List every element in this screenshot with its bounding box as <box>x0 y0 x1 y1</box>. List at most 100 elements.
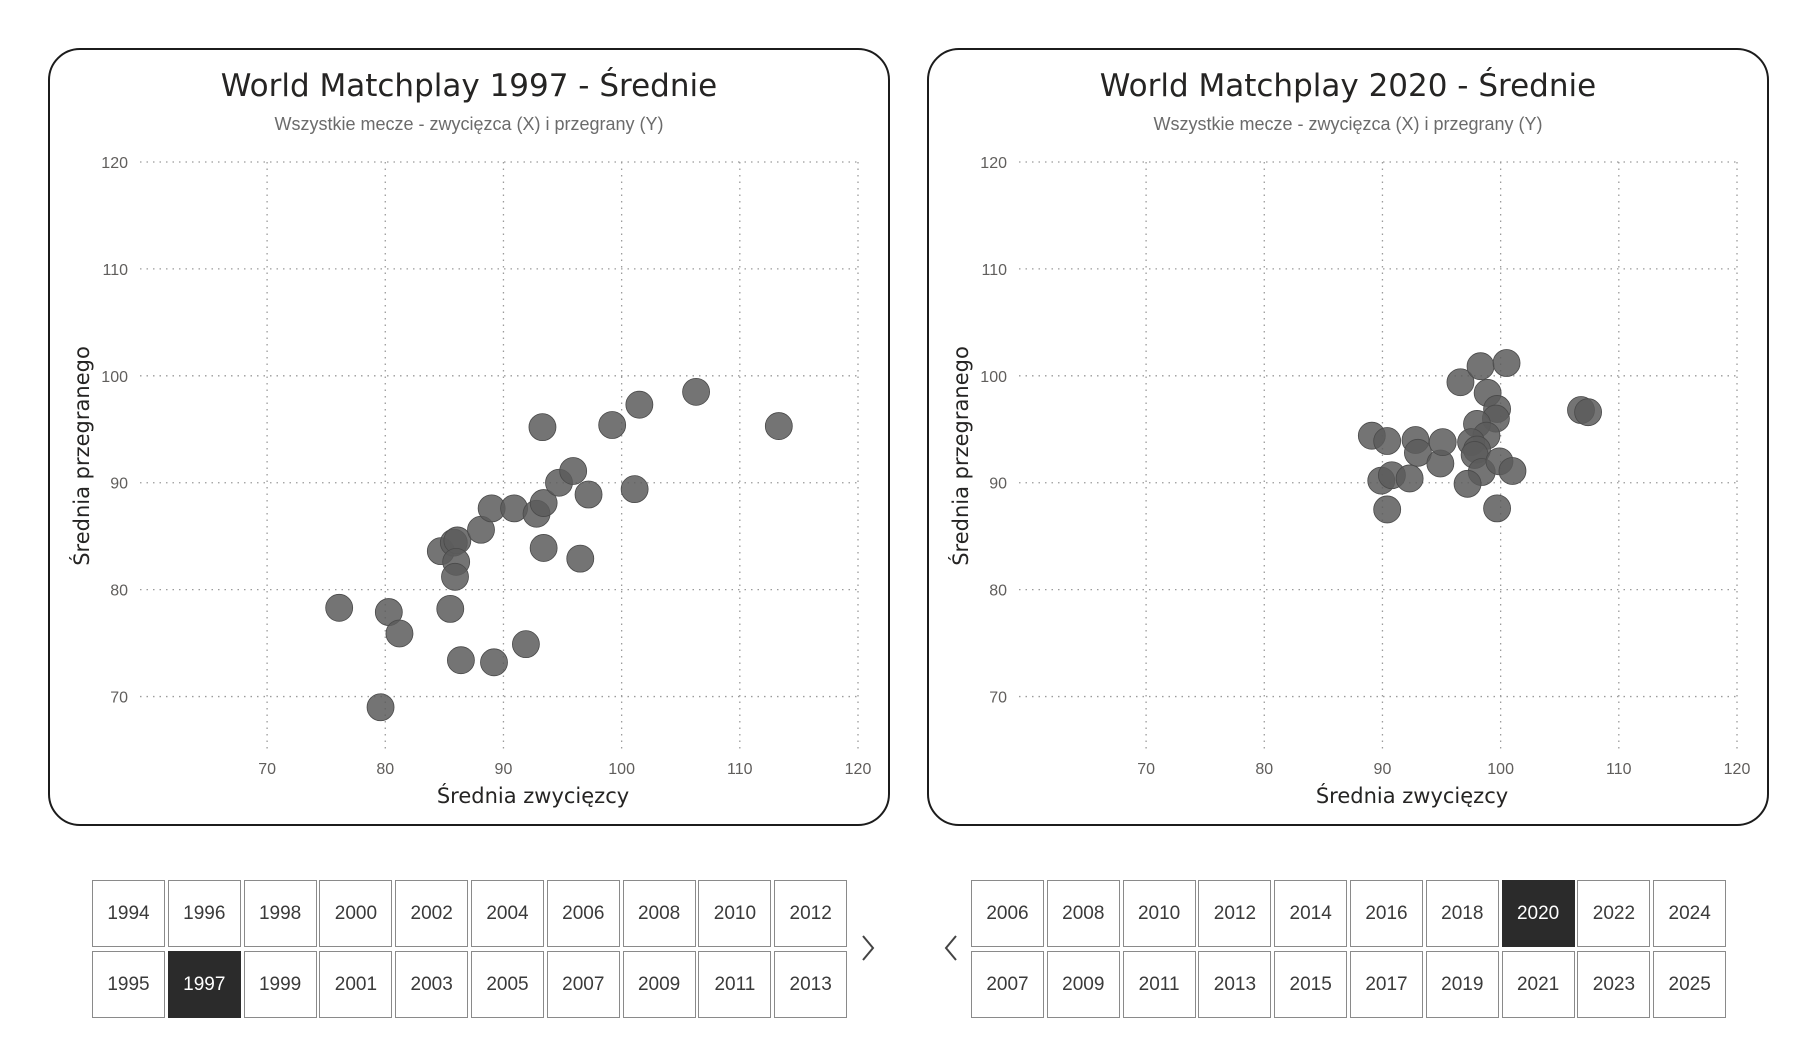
x-tick-label: 110 <box>727 761 753 778</box>
scatter-point[interactable] <box>1453 469 1482 498</box>
scatter-point[interactable] <box>1498 457 1527 485</box>
scatter-point[interactable] <box>1446 368 1475 397</box>
scatter-point[interactable] <box>529 534 558 562</box>
scatter-point[interactable] <box>529 489 558 517</box>
year-button-2019[interactable]: 2019 <box>1425 951 1499 1018</box>
scatter-point[interactable] <box>598 411 627 439</box>
scatter-point[interactable] <box>1404 438 1432 467</box>
year-button-2007[interactable]: 2007 <box>546 951 620 1018</box>
chevron-right-icon[interactable] <box>856 928 880 968</box>
scatter-point[interactable] <box>1395 464 1424 493</box>
scatter-point[interactable] <box>1466 352 1495 381</box>
scatter-point[interactable] <box>441 562 469 591</box>
scatter-point[interactable] <box>620 475 649 504</box>
scatter-point[interactable] <box>566 544 595 573</box>
scatter-point[interactable] <box>1574 398 1602 427</box>
y-tick-label: 110 <box>102 262 128 279</box>
scatter-point[interactable] <box>1373 427 1402 455</box>
scatter-point[interactable] <box>447 646 475 675</box>
scatter-point[interactable] <box>1373 495 1402 524</box>
year-button-2004[interactable]: 2004 <box>471 880 544 947</box>
y-tick-label: 120 <box>101 155 128 172</box>
scatter-plot-1997[interactable]: 70 80 90 100 110 120 70 80 90 100 110 120 Średnia zw… <box>50 50 888 824</box>
y-axis-title: Średnia przegranego <box>69 346 94 566</box>
y-tick-label: 100 <box>980 369 1007 386</box>
scatter-point[interactable] <box>574 480 603 509</box>
scatter-point[interactable] <box>682 377 710 406</box>
year-button-2012[interactable]: 2012 <box>774 880 848 947</box>
y-tick-label: 70 <box>110 690 128 707</box>
scatter-plot-2020[interactable]: 70 80 90 100 110 120 70 80 90 100 110 120 Średnia zw… <box>929 50 1767 824</box>
year-button-2006[interactable]: 2006 <box>971 880 1044 947</box>
year-button-2025[interactable]: 2025 <box>1653 951 1727 1018</box>
y-tick-label: 90 <box>989 476 1007 493</box>
y-tick-label: 80 <box>110 583 128 600</box>
year-button-2008[interactable]: 2008 <box>1046 880 1120 947</box>
x-tick-label: 100 <box>608 761 635 778</box>
x-tick-label: 120 <box>1724 761 1751 778</box>
y-tick-label: 80 <box>989 583 1007 600</box>
scatter-chart-card-2020: World Matchplay 2020 - Średnie Wszystkie… <box>927 48 1769 826</box>
year-button-2017[interactable]: 2017 <box>1350 951 1423 1018</box>
x-tick-label: 80 <box>1255 761 1273 778</box>
year-button-2012[interactable]: 2012 <box>1198 880 1272 947</box>
year-button-2014[interactable]: 2014 <box>1274 880 1348 947</box>
y-tick-label: 100 <box>101 369 128 386</box>
scatter-point[interactable] <box>1492 349 1521 377</box>
chart-subtitle: Wszystkie mecze - zwycięzca (X) i przegr… <box>274 114 664 134</box>
year-button-2016[interactable]: 2016 <box>1350 880 1423 947</box>
scatter-point[interactable] <box>1483 494 1511 523</box>
year-button-1999[interactable]: 1999 <box>243 951 317 1018</box>
scatter-point[interactable] <box>1428 428 1457 457</box>
x-tick-label: 90 <box>495 761 513 778</box>
scatter-point[interactable] <box>625 390 654 419</box>
scatter-point[interactable] <box>385 619 414 648</box>
year-button-2021[interactable]: 2021 <box>1501 951 1575 1018</box>
x-axis-title: Średnia zwycięzcy <box>1316 783 1508 808</box>
year-button-2002[interactable]: 2002 <box>395 880 469 947</box>
year-button-1996[interactable]: 1996 <box>167 880 241 947</box>
year-button-2000[interactable]: 2000 <box>319 880 393 947</box>
chevron-left-icon[interactable] <box>939 928 963 968</box>
year-button-2011[interactable]: 2011 <box>1122 951 1196 1018</box>
y-tick-label: 120 <box>980 155 1007 172</box>
year-button-2007[interactable]: 2007 <box>971 951 1044 1018</box>
year-button-2009[interactable]: 2009 <box>622 951 696 1018</box>
scatter-point[interactable] <box>436 594 465 623</box>
year-button-2018[interactable]: 2018 <box>1425 880 1499 947</box>
year-button-2024[interactable]: 2024 <box>1653 880 1727 947</box>
year-button-2022[interactable]: 2022 <box>1577 880 1651 947</box>
year-button-2005[interactable]: 2005 <box>471 951 544 1018</box>
year-button-2015[interactable]: 2015 <box>1274 951 1348 1018</box>
year-button-2001[interactable]: 2001 <box>319 951 393 1018</box>
year-button-2020[interactable]: 2020 <box>1501 880 1575 947</box>
scatter-point[interactable] <box>559 457 588 485</box>
scatter-point[interactable] <box>366 693 395 722</box>
x-tick-label: 100 <box>1487 761 1514 778</box>
year-button-2011[interactable]: 2011 <box>698 951 772 1018</box>
y-tick-label: 90 <box>110 476 128 493</box>
year-button-2006[interactable]: 2006 <box>546 880 620 947</box>
year-button-2013[interactable]: 2013 <box>1198 951 1272 1018</box>
year-button-1998[interactable]: 1998 <box>243 880 317 947</box>
chart-title: World Matchplay 2020 - Średnie <box>1099 68 1597 104</box>
scatter-point[interactable] <box>512 630 540 659</box>
scatter-point[interactable] <box>325 593 354 622</box>
scatter-point[interactable] <box>764 412 793 440</box>
year-button-2023[interactable]: 2023 <box>1577 951 1651 1018</box>
x-tick-label: 90 <box>1374 761 1392 778</box>
year-button-1994[interactable]: 1994 <box>92 880 165 947</box>
x-axis-title: Średnia zwycięzcy <box>437 783 629 808</box>
year-button-2009[interactable]: 2009 <box>1046 951 1120 1018</box>
year-button-1997[interactable]: 1997 <box>167 951 241 1018</box>
year-button-2003[interactable]: 2003 <box>395 951 469 1018</box>
year-button-2010[interactable]: 2010 <box>1122 880 1196 947</box>
chart-subtitle: Wszystkie mecze - zwycięzca (X) i przegr… <box>1153 114 1543 134</box>
year-button-1995[interactable]: 1995 <box>92 951 165 1018</box>
year-button-2008[interactable]: 2008 <box>622 880 696 947</box>
year-button-2010[interactable]: 2010 <box>698 880 772 947</box>
x-tick-label: 80 <box>376 761 394 778</box>
scatter-point[interactable] <box>480 648 508 677</box>
scatter-point[interactable] <box>528 413 557 442</box>
year-button-2013[interactable]: 2013 <box>774 951 848 1018</box>
